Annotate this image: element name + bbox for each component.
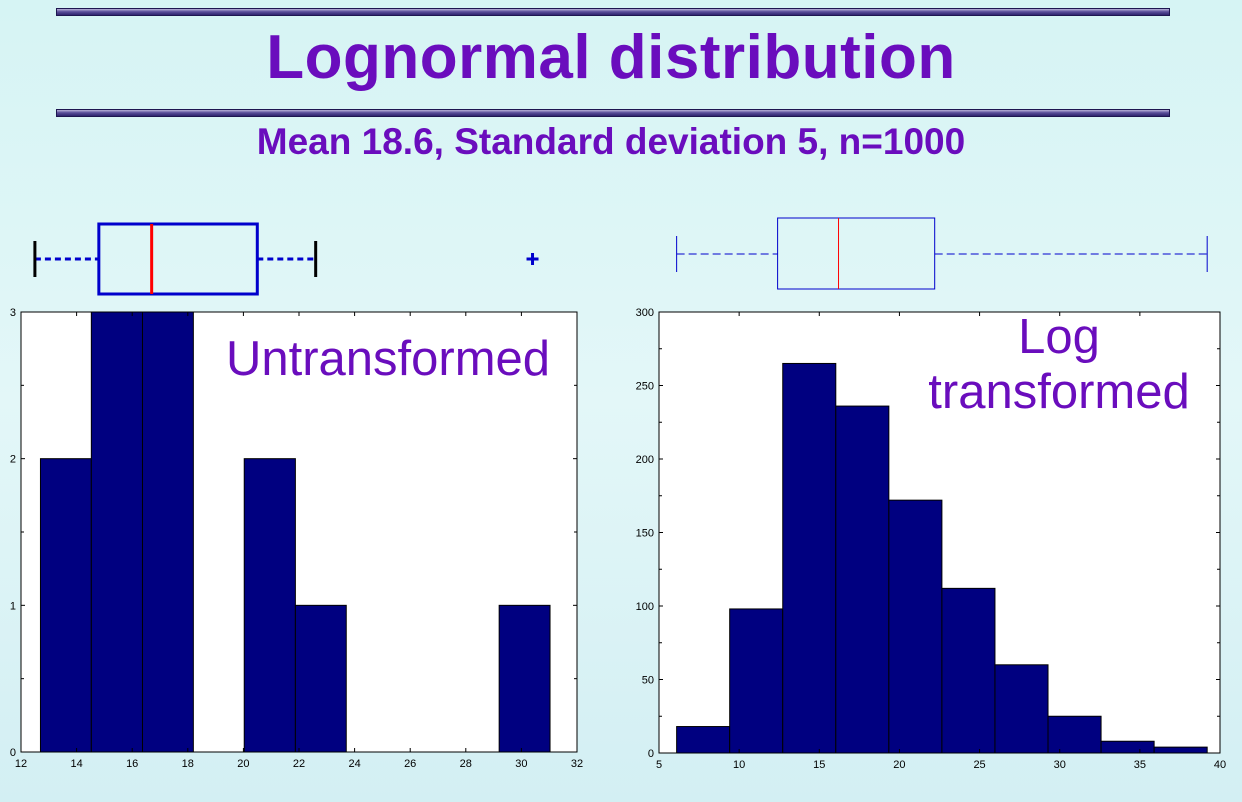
top-rule: [56, 8, 1170, 16]
slide-subtitle: Mean 18.6, Standard deviation 5, n=1000: [256, 121, 966, 162]
x-tick-label: 20: [237, 758, 249, 770]
chart-2: 5 10 15 20 25 30 35 40 0 50 100 150 200 250 300 Logtran…: [636, 217, 1226, 771]
x-tick-label: 14: [70, 758, 82, 770]
x-tick-label: 12: [15, 758, 27, 770]
chart-annotation-line: transformed: [928, 365, 1189, 419]
x-tick-label: 26: [404, 758, 416, 770]
y-tick-label: 1: [10, 600, 16, 612]
histogram-bar: [1153, 746, 1208, 754]
y-tick-label: 0: [10, 747, 16, 759]
boxplot: [33, 222, 539, 296]
x-tick-label: 20: [893, 759, 905, 771]
y-tick-label: 200: [636, 454, 654, 466]
histogram-bar: [498, 604, 551, 753]
histogram-bar: [294, 604, 347, 753]
chart-annotation-line: Log: [1018, 310, 1100, 364]
x-tick-label: 32: [571, 758, 583, 770]
x-tick-label: 5: [656, 759, 662, 771]
boxplot: [676, 217, 1208, 290]
y-tick-label: 100: [636, 601, 654, 613]
y-tick-label: 50: [642, 675, 654, 687]
boxplot-box: [97, 222, 259, 296]
histogram-bar: [90, 311, 143, 753]
y-tick-label: 300: [636, 307, 654, 319]
histogram-bar: [729, 608, 784, 754]
histogram-bar: [676, 726, 731, 754]
boxplot-box: [777, 217, 936, 290]
slide-title: Lognormal distribution: [266, 23, 956, 92]
x-tick-label: 40: [1214, 759, 1226, 771]
x-tick-label: 30: [515, 758, 527, 770]
x-tick-label: 22: [293, 758, 305, 770]
x-tick-label: 16: [126, 758, 138, 770]
x-tick-label: 15: [813, 759, 825, 771]
histogram-bar: [888, 499, 943, 754]
x-tick-label: 25: [973, 759, 985, 771]
x-tick-label: 35: [1134, 759, 1146, 771]
y-tick-label: 3: [10, 307, 16, 319]
y-tick-label: 250: [636, 381, 654, 393]
x-tick-label: 18: [182, 758, 194, 770]
histogram-bar: [1100, 740, 1155, 754]
histogram-bar: [243, 458, 296, 753]
histogram-bar: [39, 458, 92, 753]
histogram-bar: [141, 311, 194, 753]
chart-annotation: Untransformed: [226, 332, 550, 386]
histogram-bar: [782, 362, 837, 754]
y-tick-label: 2: [10, 454, 16, 466]
y-tick-label: 0: [648, 748, 654, 760]
x-tick-label: 10: [733, 759, 745, 771]
histogram-bar: [1047, 715, 1102, 754]
x-tick-label: 24: [348, 758, 360, 770]
bottom-rule: [56, 109, 1170, 117]
histogram-bar: [835, 405, 890, 754]
x-tick-label: 28: [460, 758, 472, 770]
x-tick-label: 30: [1054, 759, 1066, 771]
y-tick-label: 150: [636, 528, 654, 540]
histogram-bar: [941, 587, 996, 754]
histogram-bar: [994, 664, 1049, 754]
